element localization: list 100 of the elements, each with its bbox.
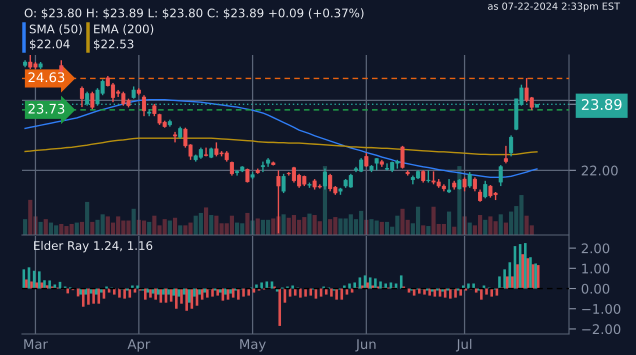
bar [449,288,452,299]
bar [374,278,377,289]
bar [23,219,28,235]
bar [92,288,95,304]
bar [511,276,514,289]
bar [278,288,282,326]
bar [128,288,132,298]
candlestick [374,157,379,172]
candlestick [59,60,64,74]
bar [256,218,260,235]
bar [200,288,204,300]
bar [260,282,263,289]
bar [307,214,312,235]
bar [204,207,208,235]
bar [80,222,84,235]
text: $22.04 [30,39,70,50]
bar [232,288,234,298]
bar [203,288,206,293]
candlestick [421,170,426,184]
bar [483,220,488,235]
bar [94,288,98,295]
bar [380,222,384,235]
bar [282,214,286,235]
x-tick-label: Jun [355,339,376,352]
bar [209,215,214,235]
bar [428,288,431,296]
candlestick [462,176,467,192]
candlestick [80,86,84,108]
bar [299,288,302,298]
candlestick [260,160,265,173]
bar [446,212,452,235]
x-tick-label: Mar [24,339,48,350]
bar [284,288,286,303]
bar [252,288,256,293]
bar [90,222,94,235]
candlestick [400,145,405,170]
bar [320,288,322,297]
bar [335,288,338,300]
bar [32,270,36,289]
bar [185,288,188,311]
bar [182,288,186,295]
bar [193,288,196,297]
bar [123,288,126,299]
bar [190,288,194,309]
bar [504,222,508,235]
bar [132,208,136,235]
bar [178,225,182,235]
ref-line-label: 23.73 [28,104,64,114]
bar [467,283,470,289]
bar [136,286,139,289]
bar [506,276,509,289]
candlestick [178,126,182,140]
bar [180,288,183,304]
y-tick-label: 2.00 [582,243,610,254]
text: $22.53 [94,39,134,50]
bar [340,288,344,300]
bar [348,283,351,289]
candlestick [152,103,156,117]
y-tick-label: 1.00 [582,264,610,274]
candlestick [478,188,482,202]
bar [102,288,106,299]
candlestick [245,168,250,184]
candlestick [142,94,146,117]
bar [85,202,90,235]
bar [168,220,172,235]
bar [496,288,498,296]
bar [498,276,501,289]
bar [255,284,258,289]
bar [498,214,503,235]
bar [206,288,209,298]
bar [485,288,488,295]
bar [508,262,512,289]
bar [454,288,457,298]
bar [364,275,366,289]
bar [30,281,33,289]
bar [154,288,157,300]
text: O: $23.80 H: $23.89 L: $23.80 C: $23.89 +0.09 (+0.37%) [24,8,364,19]
bar [156,288,160,295]
bar [426,226,430,235]
bar [421,225,426,235]
candlestick [509,134,514,158]
candlestick [364,152,368,168]
bar [423,288,426,295]
bar [38,222,43,235]
bar [444,288,446,298]
bar [211,288,214,297]
bar [74,222,79,235]
candlestick [209,146,214,159]
bar [82,288,85,307]
legend-label: SMA (50) [30,24,82,35]
bar [516,264,519,289]
bar [408,288,410,293]
text: as 07-22-2024 2:33pm EST [488,2,620,12]
bar [514,246,516,289]
bar [97,288,100,304]
bar [146,288,150,293]
y-tick-label: −1.00 [582,304,620,314]
bar [147,222,152,235]
bar [76,288,80,296]
candlestick [173,131,178,144]
